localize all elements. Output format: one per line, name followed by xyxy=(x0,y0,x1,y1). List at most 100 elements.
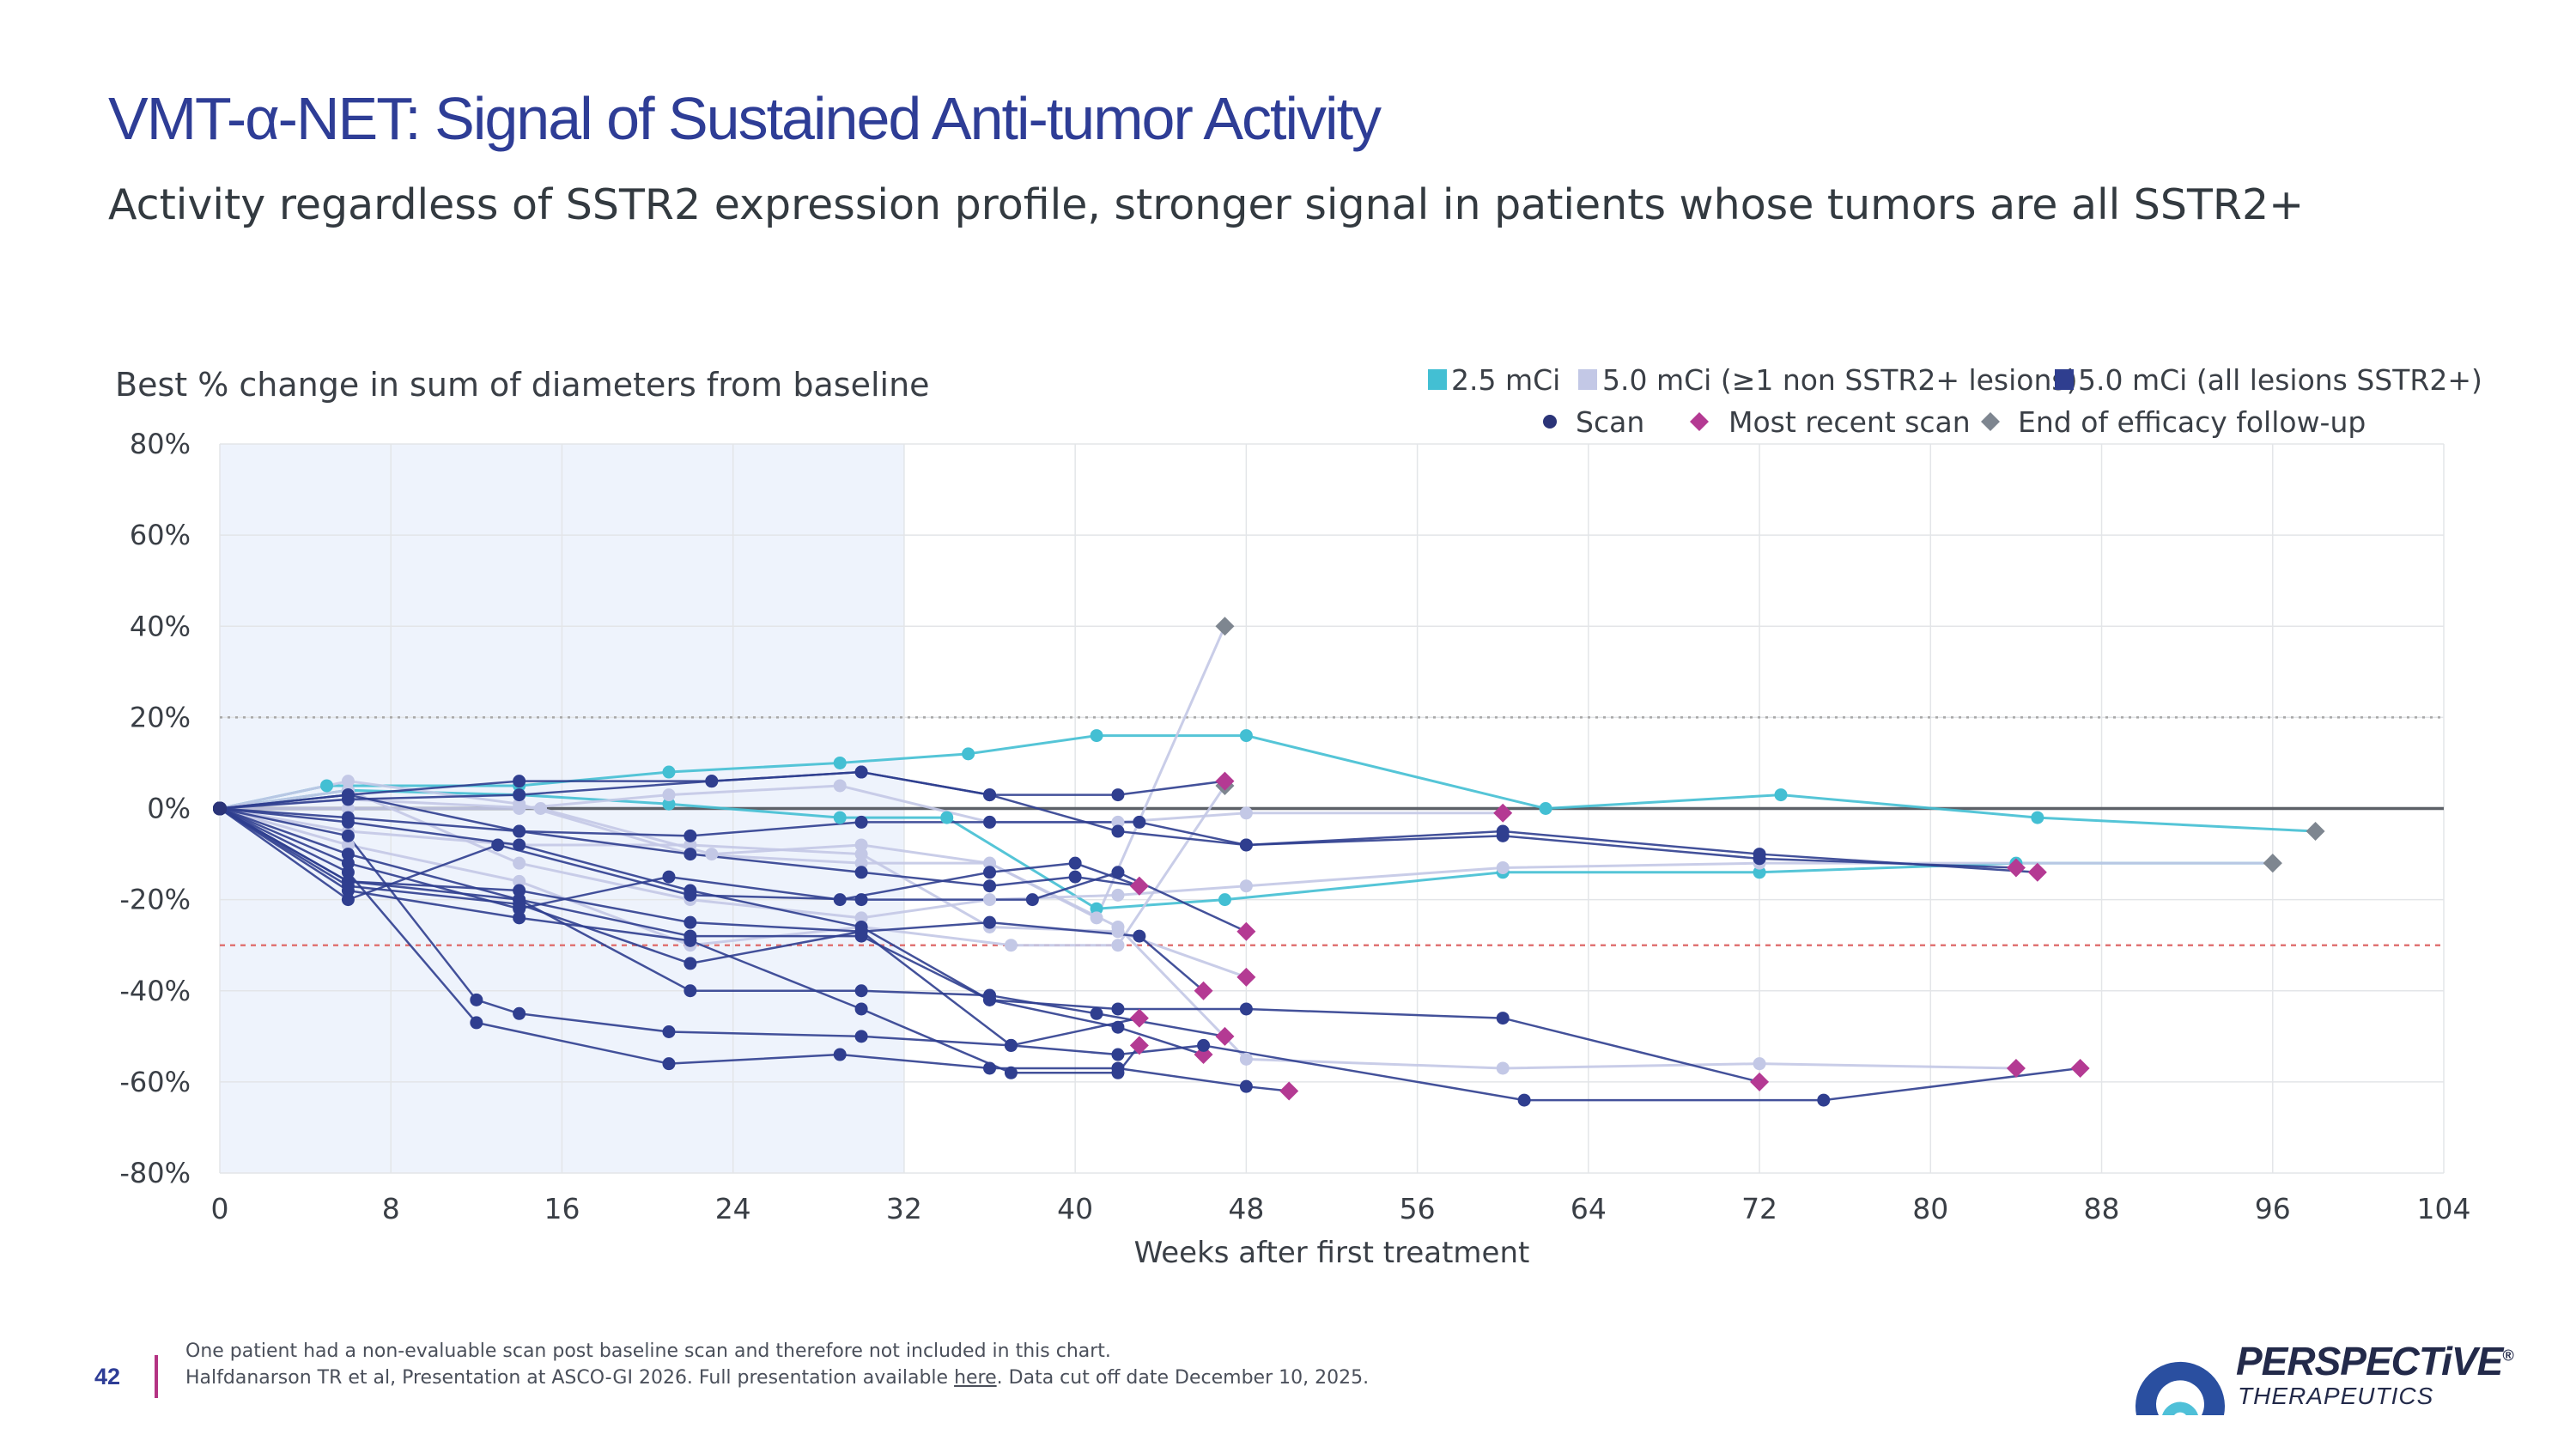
scan-point xyxy=(1753,866,1766,879)
scan-point xyxy=(534,802,548,815)
x-tick-label: 0 xyxy=(211,1192,229,1225)
footer-note-2-prefix: Halfdanarson TR et al, Presentation at A… xyxy=(185,1367,955,1389)
scan-point xyxy=(983,815,997,829)
scan-point xyxy=(683,838,697,852)
scan-point xyxy=(854,866,868,879)
scan-point xyxy=(341,793,355,806)
scan-point xyxy=(1111,824,1125,838)
scan-point xyxy=(1133,815,1146,829)
scan-point xyxy=(1239,806,1253,820)
scan-point xyxy=(662,1057,676,1071)
scan-point xyxy=(983,879,997,893)
most-recent-scan-marker xyxy=(1236,967,1256,987)
legend-swatch-5-mixed xyxy=(1578,369,1597,390)
x-axis-label: Weeks after first treatment xyxy=(1134,1236,1530,1270)
legend-label-2-5: 2.5 mCi xyxy=(1451,363,1560,397)
scan-point xyxy=(833,811,847,824)
legend-label-5-all: 5.0 mCi (all lesions SSTR2+) xyxy=(2078,363,2482,397)
scan-point xyxy=(1090,729,1103,743)
scan-point xyxy=(513,856,526,870)
scan-point xyxy=(983,866,997,879)
scan-point xyxy=(513,824,526,838)
scan-point xyxy=(1111,815,1125,829)
scan-point xyxy=(320,779,334,793)
logo-name-text: PERSPECTiVE xyxy=(2236,1339,2503,1383)
scan-point xyxy=(683,915,697,929)
footer-note-2-suffix: . Data cut off date December 10, 2025. xyxy=(996,1367,1370,1389)
scan-point xyxy=(1218,893,1231,907)
page-title: VMT-α-NET: Signal of Sustained Anti-tumo… xyxy=(108,85,1382,152)
scan-point xyxy=(1496,1061,1510,1075)
scan-point xyxy=(1004,1066,1018,1079)
scan-point xyxy=(983,856,997,870)
scan-point xyxy=(662,788,676,802)
y-tick-label: -60% xyxy=(119,1066,191,1098)
series-line-1 xyxy=(219,734,2316,833)
page-number: 42 xyxy=(94,1364,121,1389)
scan-point xyxy=(1111,888,1125,902)
scan-point xyxy=(341,893,355,907)
legend-label-scan: Scan xyxy=(1576,405,1644,439)
scan-point xyxy=(683,829,697,842)
scan-point xyxy=(683,933,697,947)
scan-point xyxy=(983,788,997,802)
most-recent-scan-marker xyxy=(1215,771,1235,791)
scan-point xyxy=(854,925,868,939)
scan-point xyxy=(854,984,868,998)
scan-point xyxy=(983,915,997,929)
series-line-11 xyxy=(219,807,1760,1084)
scan-point xyxy=(491,838,505,852)
scan-point xyxy=(1774,788,1788,802)
scan-point xyxy=(854,838,868,852)
footer-note-1: One patient had a non-evaluable scan pos… xyxy=(185,1341,1111,1362)
scan-point xyxy=(513,838,526,852)
scan-point xyxy=(705,848,719,861)
scan-point xyxy=(1111,1048,1125,1061)
scan-point xyxy=(854,911,868,925)
scan-point xyxy=(1239,1052,1253,1066)
scan-point xyxy=(470,993,483,1006)
scan-point xyxy=(1239,729,1253,743)
scan-point xyxy=(1090,902,1103,915)
legend-marker-scan xyxy=(1543,415,1557,429)
scan-point xyxy=(940,811,954,824)
scan-point xyxy=(662,797,676,811)
end-of-followup-marker xyxy=(2263,854,2282,873)
x-tick-label: 16 xyxy=(544,1192,580,1225)
scan-point xyxy=(854,848,868,861)
logo-reg-mark: ® xyxy=(2502,1347,2513,1365)
series-line-18 xyxy=(219,807,1247,933)
scan-point xyxy=(1239,879,1253,893)
most-recent-scan-marker xyxy=(1493,803,1513,823)
scan-point xyxy=(513,1006,526,1020)
most-recent-scan-marker xyxy=(1194,981,1213,1000)
scan-point xyxy=(341,838,355,852)
legend-marker-most-recent xyxy=(1690,412,1709,431)
scan-point xyxy=(1111,866,1125,879)
most-recent-scan-marker xyxy=(2006,1058,2026,1078)
most-recent-scan-marker xyxy=(1129,876,1149,896)
y-tick-label: 40% xyxy=(130,610,191,642)
scan-point xyxy=(1817,1093,1831,1107)
x-tick-label: 56 xyxy=(1400,1192,1436,1225)
legend-label-5-mixed: 5.0 mCi (≥1 non SSTR2+ lesions) xyxy=(1602,363,2077,397)
scan-point xyxy=(1068,870,1082,884)
legend-swatch-5-all xyxy=(2055,369,2074,390)
scan-point xyxy=(341,829,355,842)
scan-point xyxy=(1111,1002,1125,1016)
scan-point xyxy=(513,874,526,888)
y-tick-label: 80% xyxy=(130,428,191,460)
series-line-2 xyxy=(219,788,2273,910)
x-tick-label: 32 xyxy=(886,1192,922,1225)
x-tick-label: 104 xyxy=(2417,1192,2471,1225)
x-tick-label: 72 xyxy=(1741,1192,1777,1225)
legend-label-most-recent: Most recent scan xyxy=(1728,405,1971,439)
footer-here-link[interactable]: here xyxy=(954,1367,997,1389)
series-line-16 xyxy=(219,807,1140,1074)
scan-point xyxy=(854,1002,868,1016)
scan-point xyxy=(513,802,526,815)
scan-point xyxy=(1239,1079,1253,1093)
most-recent-scan-marker xyxy=(1279,1081,1299,1101)
most-recent-scan-marker xyxy=(1129,1008,1149,1028)
